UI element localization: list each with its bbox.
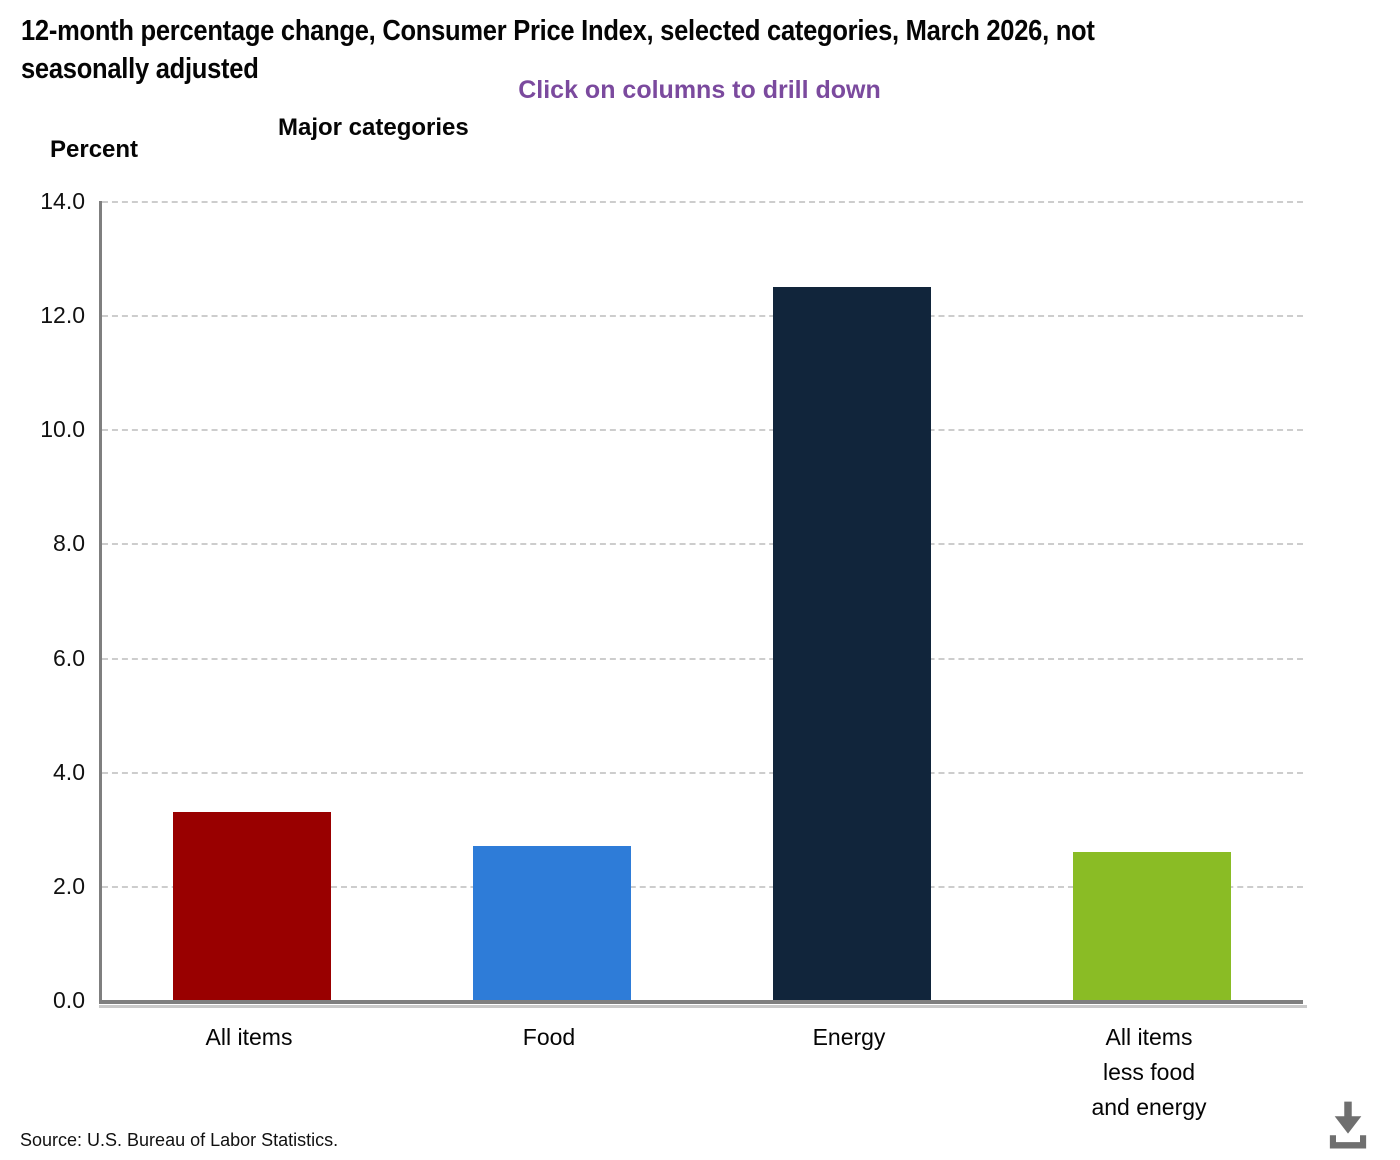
download-button[interactable] — [1316, 1092, 1380, 1156]
y-tick-label-12: 12.0 — [40, 302, 85, 329]
drill-down-hint: Click on columns to drill down — [518, 76, 881, 104]
source-note: Source: U.S. Bureau of Labor Statistics. — [20, 1130, 339, 1150]
x-axis-label-energy: Energy — [689, 1020, 1009, 1055]
x-axis-labels: All items Food Energy All items less food and… — [99, 1020, 1300, 1140]
bar-all-items-less-food-and-energy[interactable] — [1073, 851, 1231, 1000]
category-axis-title: Major categories — [278, 114, 469, 141]
plot-area — [99, 201, 1307, 1008]
gridline-10 — [102, 429, 1303, 432]
gridline-12 — [102, 315, 1303, 318]
download-icon — [1329, 1101, 1367, 1149]
x-axis-label-food: Food — [389, 1020, 709, 1055]
y-tick-label-2: 2.0 — [53, 872, 85, 899]
x-axis-label-all-items-less-food-and-energy: All items less food and energy — [989, 1020, 1309, 1125]
value-axis-title: Percent — [50, 136, 139, 163]
x-axis-label-line: Energy — [812, 1024, 886, 1050]
x-axis-label-line: All items — [205, 1024, 293, 1050]
x-axis-label-line: All items — [1105, 1024, 1193, 1050]
y-tick-label-8: 8.0 — [53, 530, 85, 557]
chart-title-line2: seasonally adjusted — [21, 53, 259, 85]
x-axis-label-line: Food — [522, 1024, 576, 1050]
gridline-6 — [102, 657, 1303, 660]
y-tick-label-0: 0.0 — [53, 987, 85, 1013]
bar-food[interactable] — [473, 845, 631, 1000]
gridline-14 — [102, 201, 1303, 203]
x-axis-label-line: less food — [1102, 1059, 1196, 1085]
bar-energy[interactable] — [773, 286, 931, 1000]
x-axis-label-line: and energy — [1091, 1094, 1207, 1120]
y-tick-label-14: 14.0 — [40, 188, 85, 214]
y-tick-label-4: 4.0 — [53, 758, 85, 785]
gridline-4 — [102, 771, 1303, 774]
y-tick-label-6: 6.0 — [53, 644, 85, 671]
gridline-2 — [102, 885, 1303, 888]
y-tick-label-10: 10.0 — [40, 416, 85, 443]
gridline-8 — [102, 543, 1303, 546]
chart-title: 12-month percentage change, Consumer Pri… — [21, 12, 1095, 88]
y-axis-ticks: 14.0 12.0 10.0 8.0 6.0 4.0 2.0 0.0 — [0, 188, 85, 1013]
chart-title-line1: 12-month percentage change, Consumer Pri… — [21, 15, 1095, 47]
bar-all-items[interactable] — [173, 811, 331, 1000]
x-axis-label-all-items: All items — [89, 1020, 409, 1055]
